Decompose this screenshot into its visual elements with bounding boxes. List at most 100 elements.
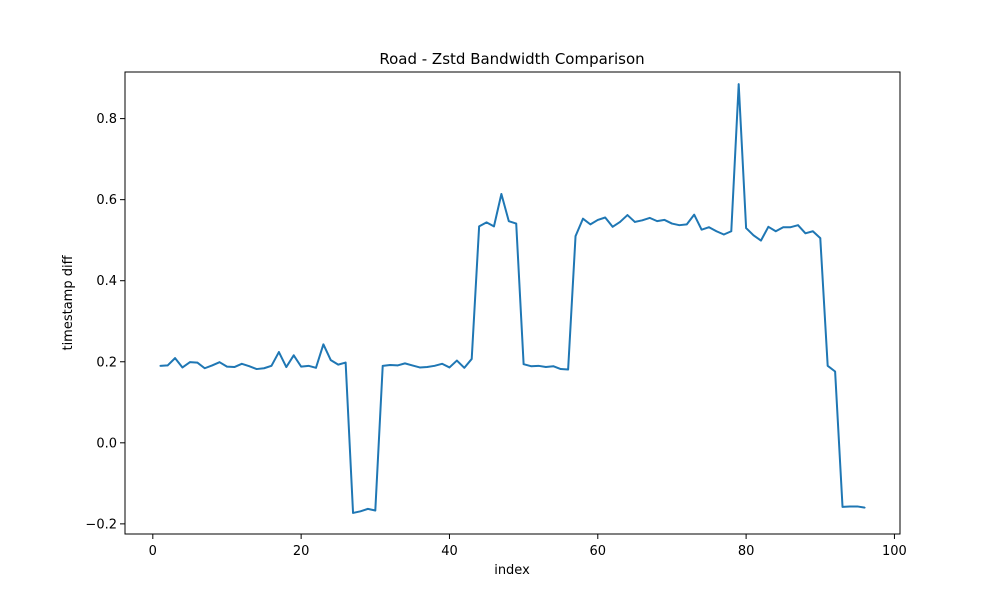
data-point bbox=[218, 361, 221, 363]
x-tick-label: 80 bbox=[738, 544, 755, 559]
data-point bbox=[596, 219, 599, 221]
data-point bbox=[752, 234, 755, 237]
data-point bbox=[656, 220, 658, 222]
y-tick-label: 0.0 bbox=[96, 436, 117, 451]
data-point bbox=[292, 354, 295, 357]
data-point bbox=[166, 364, 169, 367]
data-point bbox=[545, 366, 547, 368]
data-point bbox=[826, 365, 829, 367]
y-tick-label: 0.2 bbox=[96, 355, 117, 370]
x-tick-label: 0 bbox=[149, 544, 157, 559]
data-point bbox=[685, 223, 688, 226]
chart-title: Road - Zstd Bandwidth Comparison bbox=[379, 50, 644, 68]
x-axis-label: index bbox=[494, 563, 530, 578]
data-point bbox=[211, 364, 213, 367]
data-point bbox=[278, 351, 280, 353]
data-point bbox=[708, 226, 710, 229]
data-point bbox=[270, 365, 273, 367]
data-point bbox=[812, 230, 814, 233]
y-axis-label: timestamp diff bbox=[61, 254, 76, 350]
data-point bbox=[760, 239, 762, 242]
data-point bbox=[507, 220, 510, 222]
data-point bbox=[337, 363, 340, 366]
data-point bbox=[441, 362, 443, 365]
data-point bbox=[493, 225, 495, 228]
data-point bbox=[285, 366, 288, 368]
y-tick-label: −0.2 bbox=[85, 517, 117, 532]
data-point bbox=[255, 368, 258, 370]
data-point bbox=[693, 213, 695, 216]
data-point bbox=[789, 226, 792, 229]
data-point bbox=[456, 359, 458, 362]
data-point bbox=[530, 365, 532, 368]
data-point bbox=[189, 361, 191, 363]
data-point bbox=[634, 221, 636, 223]
data-point bbox=[723, 233, 725, 236]
data-point bbox=[233, 366, 236, 368]
data-point bbox=[559, 368, 562, 370]
data-point bbox=[582, 217, 584, 220]
x-axis: 0 20 40 60 80 100 bbox=[149, 534, 907, 559]
data-point bbox=[470, 358, 473, 360]
data-point bbox=[700, 228, 703, 231]
data-point bbox=[730, 230, 733, 233]
x-tick-label: 60 bbox=[590, 544, 607, 559]
data-point bbox=[856, 505, 859, 508]
data-point bbox=[774, 230, 777, 233]
data-point bbox=[745, 227, 747, 229]
data-point bbox=[671, 222, 673, 225]
y-tick-label: 0.6 bbox=[96, 193, 117, 208]
data-point bbox=[648, 217, 651, 219]
data-point bbox=[181, 366, 184, 369]
data-point bbox=[203, 367, 206, 370]
data-point bbox=[315, 367, 317, 369]
data-point bbox=[389, 364, 391, 366]
data-point bbox=[619, 221, 621, 223]
data-point bbox=[426, 366, 429, 368]
data-point bbox=[678, 224, 681, 226]
data-point bbox=[715, 230, 718, 233]
data-point bbox=[374, 509, 377, 512]
y-tick-label: 0.4 bbox=[96, 274, 117, 289]
data-point bbox=[849, 505, 851, 508]
plot-frame bbox=[124, 71, 901, 535]
data-point bbox=[367, 508, 369, 510]
data-point bbox=[174, 357, 176, 359]
y-axis: −0.2 0.0 0.2 0.4 0.6 0.8 bbox=[85, 112, 125, 532]
data-point bbox=[522, 363, 525, 365]
data-point bbox=[433, 365, 436, 367]
data-point bbox=[863, 506, 866, 509]
data-point bbox=[574, 235, 577, 237]
data-point bbox=[611, 226, 614, 228]
data-point bbox=[841, 506, 844, 508]
data-point bbox=[411, 364, 414, 367]
data-point bbox=[782, 226, 784, 229]
data-point bbox=[641, 219, 644, 222]
data-point bbox=[263, 367, 265, 370]
data-point bbox=[404, 362, 406, 365]
series-line bbox=[160, 83, 865, 514]
data-point bbox=[589, 223, 592, 226]
data-point bbox=[500, 193, 503, 195]
data-point bbox=[478, 225, 480, 228]
data-point bbox=[834, 370, 836, 373]
data-point bbox=[448, 366, 451, 369]
data-point bbox=[344, 361, 347, 364]
data-point bbox=[485, 221, 488, 224]
data-point bbox=[663, 219, 666, 221]
x-tick-label: 40 bbox=[441, 544, 458, 559]
data-point bbox=[322, 343, 325, 346]
data-point bbox=[819, 237, 822, 239]
data-point bbox=[552, 365, 555, 368]
data-point bbox=[797, 224, 799, 226]
data-point bbox=[241, 362, 243, 365]
data-point bbox=[226, 365, 228, 368]
data-point bbox=[330, 359, 332, 361]
data-point bbox=[359, 510, 362, 513]
data-point bbox=[737, 83, 740, 85]
x-tick-label: 20 bbox=[293, 544, 310, 559]
data-point bbox=[418, 366, 421, 369]
x-tick-label: 100 bbox=[882, 544, 907, 559]
